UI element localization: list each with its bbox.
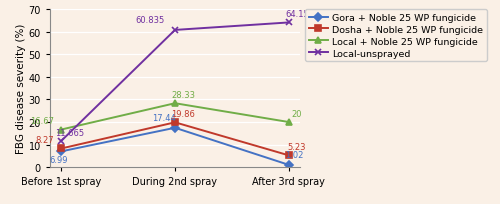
Local + Noble 25 WP fungicide <box>172 102 178 105</box>
Text: 17.44: 17.44 <box>152 114 176 123</box>
Text: 20: 20 <box>292 109 302 118</box>
Gora + Noble 25 WP fungicide <box>172 127 178 129</box>
Gora + Noble 25 WP fungicide <box>286 164 292 166</box>
Text: 64.15: 64.15 <box>285 10 309 19</box>
Text: 1.02: 1.02 <box>285 151 304 160</box>
Local-unsprayed <box>172 30 178 32</box>
Text: 8.27: 8.27 <box>36 136 54 145</box>
Legend: Gora + Noble 25 WP fungicide, Dosha + Noble 25 WP fungicide, Local + Noble 25 WP: Gora + Noble 25 WP fungicide, Dosha + No… <box>305 10 487 62</box>
Local-unsprayed <box>58 140 64 142</box>
Text: 60.835: 60.835 <box>136 16 164 25</box>
Text: 5.23: 5.23 <box>288 142 306 151</box>
Dosha + Noble 25 WP fungicide <box>58 147 64 150</box>
Text: 16.67: 16.67 <box>30 117 54 126</box>
Line: Gora + Noble 25 WP fungicide: Gora + Noble 25 WP fungicide <box>58 125 292 168</box>
Local-unsprayed <box>286 22 292 24</box>
Text: 19.86: 19.86 <box>172 110 196 119</box>
Local + Noble 25 WP fungicide <box>58 129 64 131</box>
Text: 11.665: 11.665 <box>55 128 84 137</box>
Local + Noble 25 WP fungicide <box>286 121 292 124</box>
Line: Dosha + Noble 25 WP fungicide: Dosha + Noble 25 WP fungicide <box>58 120 292 159</box>
Text: 28.33: 28.33 <box>172 91 196 100</box>
Y-axis label: FBG disease severity (%): FBG disease severity (%) <box>16 24 26 154</box>
Line: Local-unsprayed: Local-unsprayed <box>58 20 292 144</box>
Dosha + Noble 25 WP fungicide <box>172 122 178 124</box>
Gora + Noble 25 WP fungicide <box>58 150 64 153</box>
Text: 6.99: 6.99 <box>50 155 68 164</box>
Dosha + Noble 25 WP fungicide <box>286 154 292 157</box>
Line: Local + Noble 25 WP fungicide: Local + Noble 25 WP fungicide <box>58 101 292 133</box>
